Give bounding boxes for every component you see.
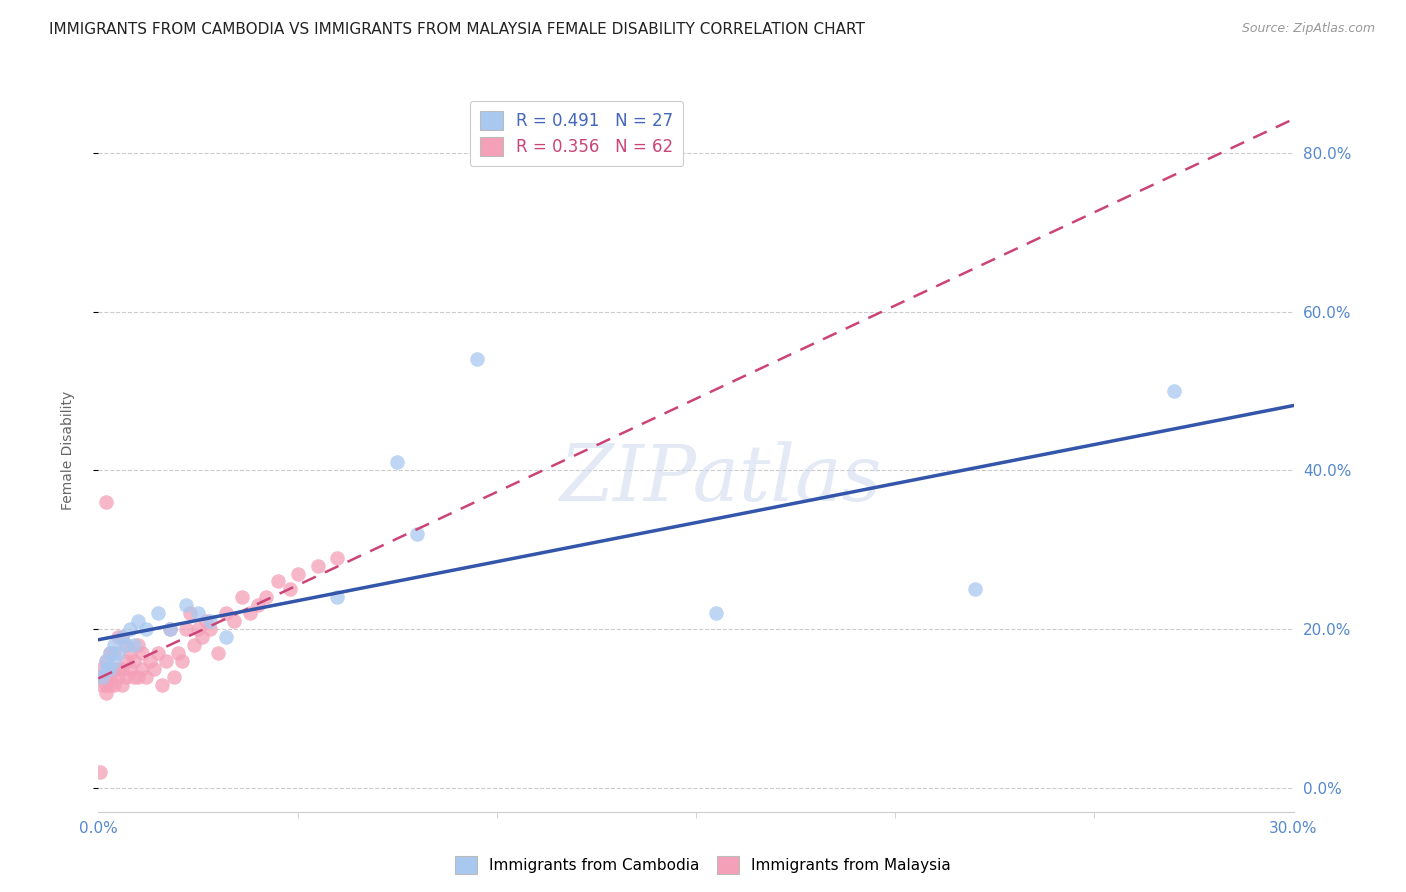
Point xyxy=(103,678,125,692)
Point xyxy=(187,606,209,620)
Point xyxy=(115,638,138,652)
Point xyxy=(385,455,409,469)
Point xyxy=(215,606,238,620)
Point xyxy=(111,630,134,644)
Point xyxy=(465,352,488,367)
Point xyxy=(148,606,170,620)
Point xyxy=(127,638,149,652)
Point xyxy=(246,599,269,613)
Point xyxy=(107,670,129,684)
Point xyxy=(98,662,122,676)
Point xyxy=(155,654,177,668)
Point xyxy=(98,678,122,692)
Point xyxy=(254,591,277,605)
Point xyxy=(98,662,122,676)
Point xyxy=(111,678,134,692)
Point xyxy=(267,574,290,589)
Point xyxy=(96,495,118,509)
Point xyxy=(183,638,205,652)
Point xyxy=(307,558,329,573)
Point xyxy=(195,614,218,628)
Text: ZIPatlas: ZIPatlas xyxy=(558,442,882,517)
Point xyxy=(187,622,209,636)
Point xyxy=(963,582,986,597)
Point xyxy=(287,566,309,581)
Text: Source: ZipAtlas.com: Source: ZipAtlas.com xyxy=(1241,22,1375,36)
Point xyxy=(91,670,114,684)
Point xyxy=(127,670,149,684)
Point xyxy=(103,638,125,652)
Point xyxy=(143,662,166,676)
Point xyxy=(239,606,262,620)
Point xyxy=(163,670,186,684)
Legend: R = 0.491   N = 27, R = 0.356   N = 62: R = 0.491 N = 27, R = 0.356 N = 62 xyxy=(470,101,683,166)
Point xyxy=(124,670,146,684)
Point xyxy=(231,591,253,605)
Point xyxy=(198,614,221,628)
Point xyxy=(115,654,138,668)
Point xyxy=(124,638,146,652)
Point xyxy=(406,526,429,541)
Point xyxy=(148,646,170,660)
Point xyxy=(207,646,229,660)
Point xyxy=(159,622,181,636)
Point xyxy=(222,614,245,628)
Point xyxy=(111,630,134,644)
Point xyxy=(191,630,214,644)
Point xyxy=(120,646,142,660)
Point xyxy=(150,678,173,692)
Point xyxy=(172,654,194,668)
Point xyxy=(174,599,197,613)
Point xyxy=(111,662,134,676)
Point xyxy=(215,630,238,644)
Y-axis label: Female Disability: Female Disability xyxy=(60,391,75,510)
Point xyxy=(91,670,114,684)
Point xyxy=(1163,384,1185,398)
Point xyxy=(103,654,125,668)
Point xyxy=(96,654,118,668)
Point xyxy=(127,614,149,628)
Point xyxy=(98,670,122,684)
Point xyxy=(174,622,197,636)
Point xyxy=(131,646,153,660)
Point xyxy=(96,662,118,676)
Point xyxy=(91,678,114,692)
Point xyxy=(179,606,201,620)
Point xyxy=(96,670,118,684)
Point xyxy=(124,654,146,668)
Point xyxy=(107,646,129,660)
Point xyxy=(103,646,125,660)
Point xyxy=(96,685,118,699)
Point xyxy=(89,764,111,779)
Point xyxy=(91,662,114,676)
Point xyxy=(107,662,129,676)
Point xyxy=(115,670,138,684)
Point xyxy=(120,662,142,676)
Point xyxy=(167,646,190,660)
Point xyxy=(135,622,157,636)
Point xyxy=(326,550,349,565)
Point xyxy=(135,670,157,684)
Point xyxy=(120,622,142,636)
Legend: Immigrants from Cambodia, Immigrants from Malaysia: Immigrants from Cambodia, Immigrants fro… xyxy=(449,850,957,880)
Point xyxy=(159,622,181,636)
Point xyxy=(115,638,138,652)
Point xyxy=(139,654,162,668)
Point xyxy=(131,662,153,676)
Point xyxy=(704,606,727,620)
Point xyxy=(278,582,301,597)
Point xyxy=(326,591,349,605)
Point xyxy=(198,622,221,636)
Point xyxy=(96,654,118,668)
Point xyxy=(96,678,118,692)
Point xyxy=(98,646,122,660)
Text: IMMIGRANTS FROM CAMBODIA VS IMMIGRANTS FROM MALAYSIA FEMALE DISABILITY CORRELATI: IMMIGRANTS FROM CAMBODIA VS IMMIGRANTS F… xyxy=(49,22,865,37)
Point xyxy=(103,662,125,676)
Point xyxy=(98,646,122,660)
Point xyxy=(107,630,129,644)
